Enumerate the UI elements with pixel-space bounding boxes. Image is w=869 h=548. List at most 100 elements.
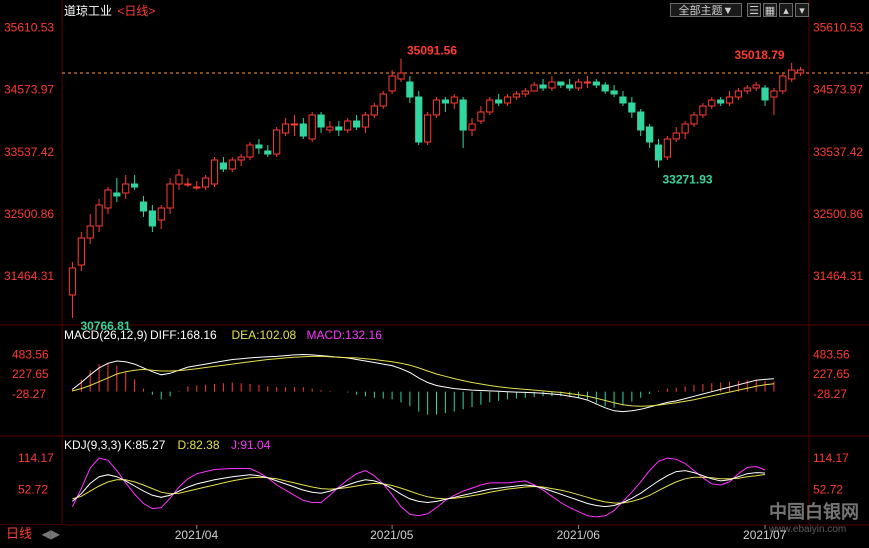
- kdj-k-line: [72, 470, 766, 508]
- tab-arrows-icon[interactable]: ◀▶: [41, 527, 61, 541]
- candle: [539, 79, 547, 91]
- candle-body: [290, 123, 299, 126]
- candle-body: [175, 174, 183, 185]
- candle-body: [796, 69, 805, 74]
- candle-body: [779, 75, 787, 92]
- candle-body: [477, 111, 485, 122]
- candle-body: [77, 237, 85, 266]
- macd-tick-right: 483.56: [813, 348, 850, 362]
- x-axis-label: 2021/05: [370, 528, 414, 542]
- candle: [415, 91, 423, 145]
- candle-body: [281, 123, 290, 134]
- candle: [672, 127, 680, 142]
- candle: [628, 97, 636, 118]
- candle-body: [344, 120, 352, 131]
- candle-body: [699, 105, 707, 116]
- candle-body: [352, 120, 361, 128]
- kdj-legend-item: D:82.38: [178, 438, 220, 452]
- candle-body: [663, 138, 671, 158]
- candle: [486, 97, 494, 115]
- candle: [432, 97, 441, 118]
- kdj-j-line: [71, 457, 766, 518]
- list-icon[interactable]: ☰: [747, 3, 761, 17]
- kdj-tick-right: 114.17: [813, 451, 849, 465]
- candle: [788, 62, 796, 82]
- candle: [175, 169, 183, 190]
- candle: [202, 175, 210, 190]
- candle-body: [370, 105, 378, 116]
- candle: [397, 58, 405, 82]
- candle-body: [450, 96, 458, 104]
- candle: [184, 178, 192, 187]
- candle: [450, 94, 458, 109]
- kdj-pane: KDJ(9,3,3) K:85.27 D:82.38 J:91.04 114.17 114…: [18, 438, 849, 518]
- macd-tick-right: 227.65: [813, 367, 850, 381]
- candle: [441, 97, 449, 112]
- candle: [663, 136, 671, 160]
- candle-body: [521, 90, 529, 95]
- candle-body: [130, 183, 139, 188]
- price-tick-right: 33537.42: [813, 145, 863, 159]
- candle-body: [335, 126, 343, 131]
- candle-body: [273, 129, 281, 155]
- theme-dropdown[interactable]: 全部主题▼: [670, 3, 742, 17]
- kdj-d-line: [72, 474, 766, 504]
- candle: [379, 91, 387, 109]
- candle-body: [228, 159, 236, 170]
- candle: [495, 94, 503, 106]
- candle-body: [530, 84, 538, 92]
- tab-daily[interactable]: 日线 ◀▶: [0, 524, 67, 543]
- kdj-tick-right: 52.72: [813, 483, 843, 497]
- candle: [699, 103, 707, 118]
- candle-body: [86, 225, 94, 239]
- candle-body: [503, 96, 512, 104]
- candle: [690, 112, 698, 127]
- candle: [681, 121, 689, 139]
- candle: [139, 196, 148, 217]
- expand-icon[interactable]: ▾: [795, 3, 809, 17]
- kdj-tick-left: 114.17: [18, 451, 54, 465]
- candle: [157, 205, 165, 229]
- candle-body: [708, 99, 716, 107]
- candle: [130, 175, 139, 190]
- candle-body: [512, 93, 521, 98]
- candle: [717, 97, 725, 106]
- candle-body: [672, 132, 680, 140]
- price-tick-left: 31464.31: [4, 269, 54, 283]
- candle: [326, 121, 334, 133]
- candle: [610, 85, 618, 97]
- grid-icon[interactable]: ▦: [763, 3, 777, 17]
- candle: [148, 205, 156, 232]
- candle-body: [184, 183, 192, 186]
- candle-body: [610, 90, 618, 95]
- price-tick-left: 32500.86: [4, 207, 54, 221]
- price-annotation: 35091.56: [407, 44, 457, 58]
- candle-body: [104, 189, 112, 209]
- x-axis-label: 2021/06: [557, 528, 601, 542]
- macd-legend-item: DIFF:168.16: [150, 328, 217, 342]
- candle: [68, 262, 77, 318]
- candle: [512, 91, 521, 100]
- candle: [779, 73, 787, 94]
- price-tick-right: 34573.97: [813, 83, 863, 97]
- candle: [264, 145, 272, 157]
- candle-body: [326, 126, 334, 131]
- candle-body: [432, 99, 441, 116]
- candle-body: [441, 99, 449, 104]
- candle: [459, 97, 467, 148]
- candle-body: [95, 204, 103, 227]
- price-pane: 35610.53 35610.53 34573.97 34573.97 33537.42…: [4, 20, 869, 333]
- candle-body: [202, 177, 210, 188]
- candle-body: [628, 102, 636, 113]
- candle: [761, 85, 769, 106]
- candle-body: [122, 183, 130, 194]
- kdj-title: KDJ(9,3,3): [64, 438, 121, 452]
- collapse-icon[interactable]: ▴: [779, 3, 793, 17]
- candle-body: [299, 123, 307, 137]
- candle-body: [486, 99, 494, 113]
- candle: [299, 118, 307, 139]
- candle: [770, 88, 778, 115]
